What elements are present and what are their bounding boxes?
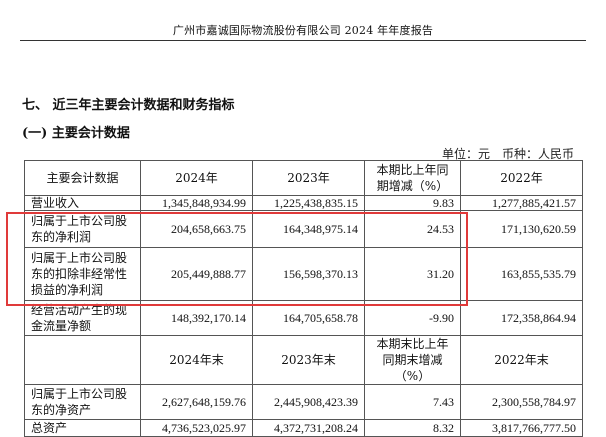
financial-data-table: 主要会计数据 2024年 2023年 本期比上年同期增减（%） 2022年 营业…: [24, 160, 583, 437]
cell-value: 9.83: [364, 195, 461, 211]
header-cell: 2024年: [140, 160, 253, 196]
header-cell: [24, 335, 141, 385]
cell-value: 1,277,885,421.57: [460, 195, 583, 211]
cell-value: 7.43: [364, 384, 461, 420]
report-header: 广州市嘉诚国际物流股份有限公司 2024 年年度报告: [172, 24, 434, 37]
row-label: 经营活动产生的现金流量净额: [24, 300, 141, 336]
cell-value: 163,855,535.79: [460, 247, 583, 301]
header-cell: 本期比上年同期增减（%）: [364, 160, 461, 196]
header-cell: 2023年末: [252, 335, 365, 385]
cell-value: 148,392,170.14: [140, 300, 253, 336]
row-label: 归属于上市公司股东的扣除非经常性损益的净利润: [24, 247, 141, 301]
header-divider: [20, 40, 586, 41]
cell-value: 164,348,975.14: [252, 210, 365, 248]
table-row: 归属于上市公司股东的扣除非经常性损益的净利润 205,449,888.77 15…: [24, 247, 583, 301]
table-header-row: 主要会计数据 2024年 2023年 本期比上年同期增减（%） 2022年: [24, 160, 583, 196]
cell-value: 205,449,888.77: [140, 247, 253, 301]
cell-value: 8.32: [364, 419, 461, 437]
cell-value: 204,658,663.75: [140, 210, 253, 248]
section-title: 七、 近三年主要会计数据和财务指标: [22, 98, 235, 113]
table-row: 归属于上市公司股东的净资产 2,627,648,159.76 2,445,908…: [24, 384, 583, 420]
table-row: 总资产 4,736,523,025.97 4,372,731,208.24 8.…: [24, 419, 583, 437]
subsection-title: (一) 主要会计数据: [22, 126, 130, 141]
cell-value: 156,598,370.13: [252, 247, 365, 301]
row-label: 归属于上市公司股东的净资产: [24, 384, 141, 420]
table-row: 归属于上市公司股东的净利润 204,658,663.75 164,348,975…: [24, 210, 583, 248]
cell-value: 164,705,658.78: [252, 300, 365, 336]
cell-value: 4,736,523,025.97: [140, 419, 253, 437]
cell-value: 3,817,766,777.50: [460, 419, 583, 437]
cell-value: 1,225,438,835.15: [252, 195, 365, 211]
cell-value: 4,372,731,208.24: [252, 419, 365, 437]
row-label: 总资产: [24, 419, 141, 437]
cell-value: 2,627,648,159.76: [140, 384, 253, 420]
header-cell: 本期末比上年同期末增减（%）: [364, 335, 461, 385]
header-cell: 主要会计数据: [24, 160, 141, 196]
cell-value: -9.90: [364, 300, 461, 336]
header-cell: 2024年末: [140, 335, 253, 385]
header-cell: 2022年末: [460, 335, 583, 385]
header-cell: 2023年: [252, 160, 365, 196]
cell-value: 1,345,848,934.99: [140, 195, 253, 211]
cell-value: 2,445,908,423.39: [252, 384, 365, 420]
cell-value: 2,300,558,784.97: [460, 384, 583, 420]
cell-value: 172,358,864.94: [460, 300, 583, 336]
header-cell: 2022年: [460, 160, 583, 196]
cell-value: 171,130,620.59: [460, 210, 583, 248]
table-row: 经营活动产生的现金流量净额 148,392,170.14 164,705,658…: [24, 300, 583, 336]
cell-value: 31.20: [364, 247, 461, 301]
unit-label: 单位：元 币种：人民币: [441, 147, 574, 161]
table-row: 营业收入 1,345,848,934.99 1,225,438,835.15 9…: [24, 195, 583, 211]
row-label: 归属于上市公司股东的净利润: [24, 210, 141, 248]
row-label: 营业收入: [24, 195, 141, 211]
table-subheader-row: 2024年末 2023年末 本期末比上年同期末增减（%） 2022年末: [24, 335, 583, 385]
cell-value: 24.53: [364, 210, 461, 248]
